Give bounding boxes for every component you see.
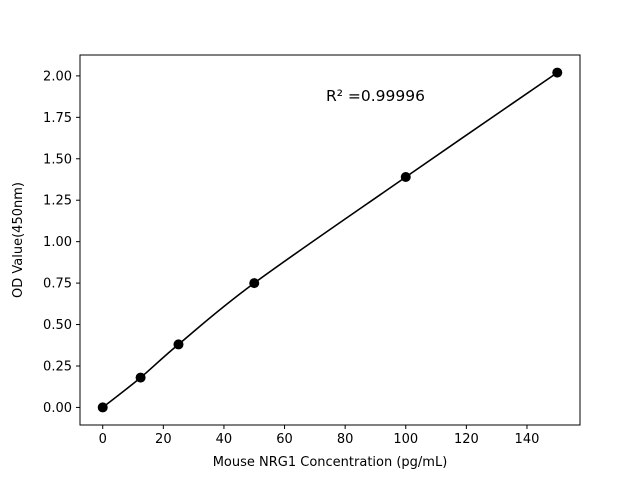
data-point: [400, 172, 411, 183]
y-tick-label: 1.75: [43, 111, 72, 126]
x-tick-label: 80: [337, 432, 354, 447]
y-axis-label: OD Value(450nm): [11, 182, 26, 298]
x-tick-label: 100: [393, 432, 418, 447]
data-point: [552, 67, 563, 78]
y-tick-label: 0.00: [43, 401, 72, 416]
y-tick-label: 0.50: [43, 318, 72, 333]
y-tick-label: 1.50: [43, 152, 72, 167]
data-point: [97, 402, 108, 413]
y-tick-label: 0.75: [43, 277, 72, 292]
r-squared-annotation: R² =0.99996: [326, 87, 425, 105]
y-tick-label: 1.25: [43, 194, 72, 209]
data-point: [135, 372, 146, 383]
y-tick-label: 2.00: [43, 69, 72, 84]
y-tick-label: 0.25: [43, 359, 72, 374]
x-tick-label: 140: [515, 432, 540, 447]
x-tick-label: 0: [99, 432, 107, 447]
x-tick-label: 120: [454, 432, 479, 447]
data-point: [249, 278, 260, 289]
fit-line: [102, 71, 558, 409]
x-tick-label: 40: [216, 432, 233, 447]
x-axis-label: Mouse NRG1 Concentration (pg/mL): [213, 455, 448, 470]
y-tick-label: 1.00: [43, 235, 72, 250]
x-tick-label: 20: [155, 432, 172, 447]
plot-border: [79, 54, 581, 426]
x-tick-label: 60: [276, 432, 293, 447]
data-point: [173, 339, 184, 350]
